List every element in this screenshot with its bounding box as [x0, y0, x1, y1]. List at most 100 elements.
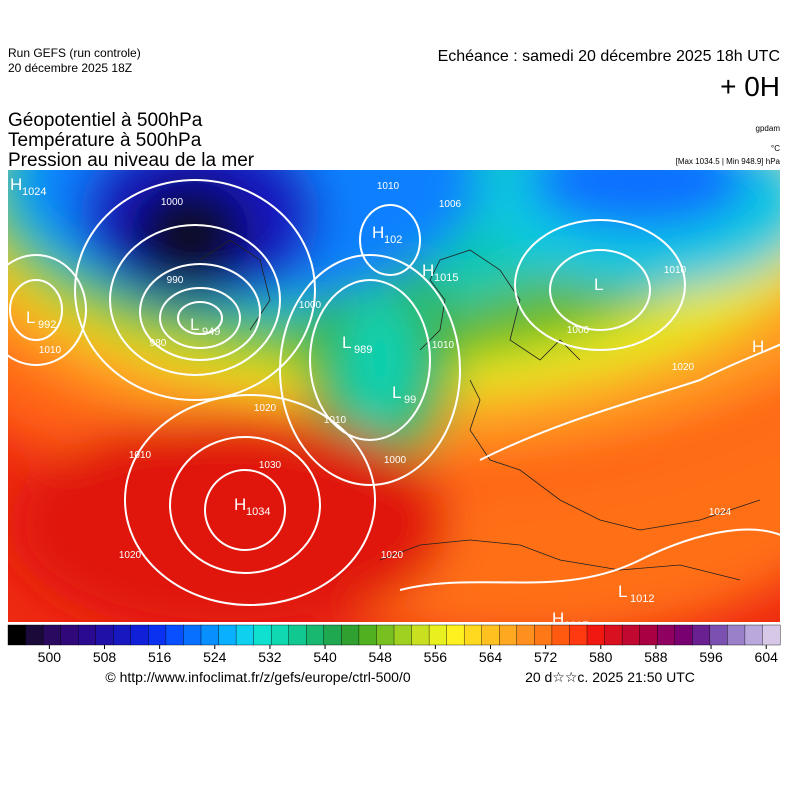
colorbar-swatch [323, 624, 342, 646]
colorbar-swatch [639, 624, 658, 646]
colorbar-swatch [393, 624, 413, 646]
colorbar-swatch [692, 624, 711, 646]
colorbar-swatch [60, 624, 79, 646]
isobar-label: 1000 [384, 455, 407, 466]
colorbar-swatch [674, 624, 693, 646]
colorbar-swatch [25, 624, 44, 646]
isobar-label: 1010 [324, 415, 347, 426]
colorbar-swatch [130, 624, 149, 646]
colorbar-tick-label: 564 [479, 649, 503, 665]
colorbar-swatch [446, 624, 465, 646]
coastlines [199, 239, 761, 581]
colorbar-swatch [586, 624, 606, 646]
colorbar-swatch [42, 624, 62, 646]
center-letter: L [190, 315, 199, 334]
isobar-label: 1000 [299, 300, 322, 311]
colorbar-swatch [709, 624, 728, 646]
generated-time: 20 d☆☆c. 2025 21:50 UTC [525, 669, 695, 685]
colorbar-tick-label: 508 [93, 649, 117, 665]
center-letter: L [26, 308, 35, 327]
isobar-label: 1020 [254, 403, 277, 414]
colorbar-swatch [165, 624, 184, 646]
isobar-label: 1000 [567, 325, 590, 336]
colorbar-swatch [481, 624, 500, 646]
isobars [8, 179, 780, 606]
center-letter: H [10, 175, 22, 194]
colorbar-swatch [411, 624, 430, 646]
colorbar-tick-label: 540 [313, 649, 337, 665]
field-name: Température à 500hPa [8, 130, 202, 151]
unit: [Max 1034.5 | Min 948.9] hPa [676, 157, 781, 166]
colorbar-swatch [727, 624, 746, 646]
colorbar-swatch [428, 624, 448, 646]
colorbar-swatch [499, 624, 518, 646]
unit: °C [771, 144, 780, 153]
colorbar-swatch [200, 624, 220, 646]
colorbar-swatch [95, 624, 114, 646]
center-value: 989 [354, 344, 372, 356]
colorbar-swatch [358, 624, 377, 646]
isobar-label: 1010 [39, 345, 62, 356]
colorbar-tick-label: 596 [699, 649, 723, 665]
source-url: © http://www.infoclimat.fr/z/gefs/europe… [105, 669, 410, 685]
center-value: 1034 [246, 506, 270, 518]
colorbar-swatch [516, 624, 535, 646]
colorbar-swatch [253, 624, 272, 646]
colorbar-swatch [270, 624, 290, 646]
colorbar-tick-label: 524 [203, 649, 227, 665]
colorbar-swatch [656, 624, 676, 646]
colorbar-swatch [762, 624, 781, 646]
colorbar-tick-label: 500 [38, 649, 62, 665]
colorbar-swatch [218, 624, 237, 646]
isobar-label: 1024 [709, 507, 732, 518]
colorbar-tick-label: 516 [148, 649, 172, 665]
center-letter: L [594, 275, 603, 294]
field-name: Pression au niveau de la mer [8, 150, 255, 171]
temperature-field [8, 170, 780, 622]
colorbar-swatch [113, 624, 132, 646]
colorbar-swatch [534, 624, 553, 646]
center-letter: L [618, 582, 627, 601]
lead-time: + 0H [720, 71, 780, 102]
colorbar-swatch [621, 624, 641, 646]
colorbar-swatch [569, 624, 588, 646]
colorbar-swatch [376, 624, 395, 646]
colorbar-tick-label: 604 [755, 649, 779, 665]
colorbar-tick-label: 556 [424, 649, 448, 665]
center-value: 949 [202, 326, 220, 338]
isobar-label: 990 [167, 275, 184, 286]
center-value: 1024 [22, 186, 46, 198]
colorbar-swatch [604, 624, 623, 646]
isobar-label: 1020 [119, 550, 142, 561]
colorbar-swatch [7, 624, 27, 646]
isobar-label: 1000 [161, 197, 184, 208]
isobar-label: 1010 [377, 181, 400, 192]
colorbar-swatch [288, 624, 307, 646]
colorbar-tick-label: 580 [589, 649, 613, 665]
colorbar-swatch [148, 624, 167, 646]
center-letter: L [392, 383, 401, 402]
isobar-label: 1020 [381, 550, 404, 561]
center-letter: L [342, 333, 351, 352]
run-date: 20 décembre 2025 18Z [8, 61, 132, 75]
colorbar-swatch [306, 624, 325, 646]
center-value: 1017 [564, 620, 588, 632]
isobar-label: 1030 [259, 460, 282, 471]
colorbar-swatch [341, 624, 360, 646]
colorbar: 500 508 516 524 532 540 548 556 564 572 580 588 596 6… [7, 624, 781, 665]
isobar-label: 1010 [432, 340, 455, 351]
colorbar-tick-label: 572 [534, 649, 558, 665]
colorbar-swatch [183, 624, 202, 646]
colorbar-swatch [77, 624, 97, 646]
isobar-label: 1020 [672, 362, 695, 373]
run-name: Run GEFS (run controle) [8, 46, 141, 60]
center-letter: H [234, 495, 246, 514]
field-name: Géopotentiel à 500hPa [8, 110, 203, 131]
isobar-label: 1010 [129, 450, 152, 461]
colorbar-tick-label: 588 [644, 649, 668, 665]
colorbar-swatch [463, 624, 483, 646]
